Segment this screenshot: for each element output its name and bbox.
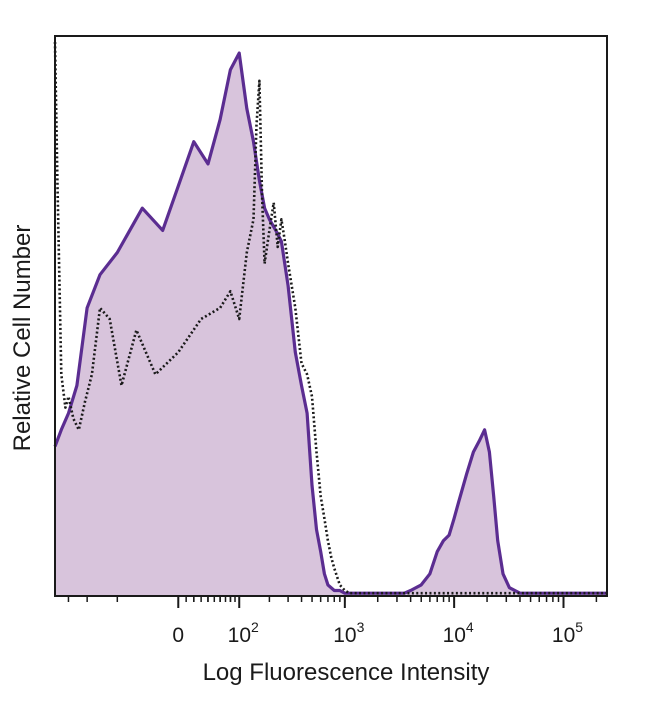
x-tick-label-exponent: 3: [357, 619, 365, 635]
x-tick-label: 105: [552, 619, 583, 647]
x-tick-labels: 0 102 103 104 105: [172, 619, 583, 647]
series-layer: [53, 41, 607, 597]
y-axis-title: Relative Cell Number: [9, 225, 36, 452]
series-0-area: [55, 53, 607, 597]
x-axis-title: Log Fluorescence Intensity: [203, 659, 490, 686]
x-tick-label-base: 10: [228, 624, 251, 647]
x-tick-label: 102: [228, 619, 259, 647]
x-tick-label: 0: [172, 624, 184, 647]
x-tick-label-base: 10: [333, 624, 356, 647]
x-tick-label: 103: [333, 619, 364, 647]
x-tick-label-base: 0: [172, 624, 184, 647]
x-major-ticks: [177, 596, 565, 608]
series-1-dotted-line: [53, 41, 607, 595]
x-tick-label-exponent: 2: [251, 619, 259, 635]
x-tick-label-exponent: 4: [466, 619, 474, 635]
x-minor-ticks: [67, 596, 598, 602]
x-tick-label-base: 10: [443, 624, 466, 647]
x-tick-label: 104: [443, 619, 474, 647]
x-tick-label-exponent: 5: [575, 619, 583, 635]
x-tick-label-base: 10: [552, 624, 575, 647]
plot-frame: [54, 35, 608, 597]
series-0-outline: [53, 51, 607, 595]
